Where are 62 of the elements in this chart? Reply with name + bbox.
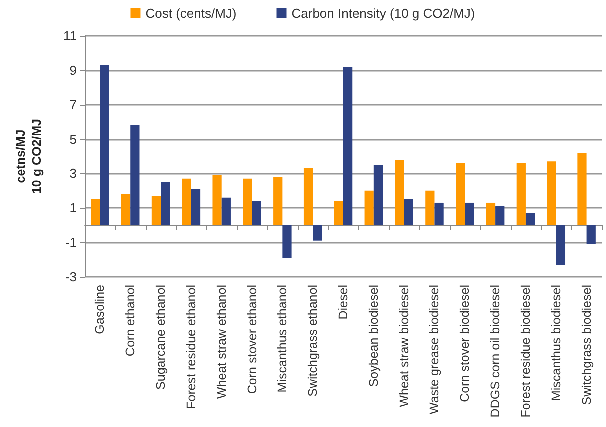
y-tick-label: 5 [70, 132, 77, 147]
x-tick-label: Miscanthus ethanol [276, 285, 290, 393]
x-tick-label: Switchgrass ethanol [306, 285, 320, 397]
x-tick-label: Corn stover ethanol [245, 285, 260, 394]
bar [334, 201, 344, 226]
bar [212, 175, 222, 226]
x-tick-label: Diesel [336, 285, 350, 320]
y-tick-label: 11 [64, 28, 77, 44]
legend-label: Carbon Intensity (10 g CO2/MJ) [292, 6, 476, 21]
bar [313, 225, 322, 241]
bar [91, 200, 100, 226]
legend-label: Cost (cents/MJ) [146, 6, 237, 21]
y-tick-label: 9 [70, 62, 77, 78]
x-tick-label: Wheat straw ethanol [214, 285, 229, 399]
bar [161, 182, 170, 226]
bar [130, 126, 140, 226]
x-tick-label: Soybean biodiesel [366, 285, 381, 388]
bar [364, 190, 374, 226]
y-axis-title: cetns/MJ 10 g CO2/MJ [14, 118, 44, 194]
x-tick-label: Waste grease biodiesel [428, 285, 442, 414]
y-tick-label: 3 [70, 166, 77, 182]
x-tick-label: DDGS corn oil biodiesel [488, 285, 503, 418]
y-tick-label: -3 [65, 270, 77, 284]
x-tick-label: Corn stover biodiesel [458, 285, 472, 402]
bar [486, 202, 496, 226]
bar [586, 225, 596, 244]
x-tick-label: Miscanthus biodiesel [549, 285, 564, 402]
bar [526, 213, 536, 226]
bar [404, 200, 414, 226]
bar [222, 198, 231, 226]
bar [426, 190, 435, 226]
bar [344, 66, 353, 226]
y-tick-label: 7 [70, 97, 77, 112]
bar [496, 206, 505, 226]
bar [395, 160, 404, 226]
y-tick-label: -1 [65, 235, 77, 250]
bar [100, 65, 110, 226]
bar [243, 178, 252, 226]
bar [556, 225, 566, 265]
bar [465, 202, 474, 226]
bar [282, 225, 292, 258]
bar [434, 202, 444, 226]
x-tick-label: Forest residue ethanol [184, 285, 198, 410]
bar [274, 177, 283, 226]
x-tick-label: Sugarcane ethanol [154, 285, 168, 390]
bar [456, 163, 466, 226]
bar [374, 165, 384, 226]
bar [304, 168, 314, 226]
bar [252, 201, 262, 226]
bar [152, 196, 162, 226]
bar [121, 194, 131, 226]
bar [547, 162, 556, 226]
x-tick-label: Gasoline [93, 284, 108, 334]
bar [191, 189, 201, 226]
bar [182, 178, 192, 226]
x-tick-label: Corn ethanol [124, 285, 138, 357]
x-tick-label: Switchgrass biodiesel [580, 285, 594, 406]
y-tick-label: 1 [70, 200, 77, 216]
bar [578, 153, 587, 226]
x-tick-label: Wheat straw biodiesel [397, 285, 412, 408]
x-tick-label: Forest residue biodiesel [518, 285, 533, 418]
bar [516, 163, 526, 226]
